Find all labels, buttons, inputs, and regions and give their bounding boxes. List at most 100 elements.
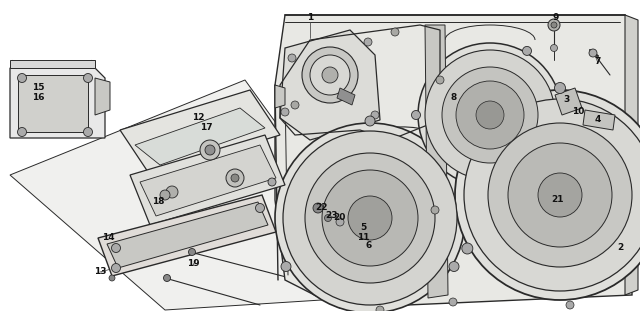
Circle shape xyxy=(538,173,582,217)
Circle shape xyxy=(365,116,375,126)
Circle shape xyxy=(163,275,170,281)
Text: 1: 1 xyxy=(307,13,313,22)
Text: 15: 15 xyxy=(32,83,44,92)
Polygon shape xyxy=(555,88,582,115)
Text: 13: 13 xyxy=(93,267,106,276)
Text: 6: 6 xyxy=(366,240,372,249)
Polygon shape xyxy=(275,85,285,108)
Circle shape xyxy=(109,275,115,281)
Circle shape xyxy=(17,73,26,82)
Text: 9: 9 xyxy=(553,13,559,22)
Circle shape xyxy=(288,54,296,62)
Circle shape xyxy=(364,244,371,252)
Circle shape xyxy=(200,140,220,160)
Circle shape xyxy=(550,44,557,52)
Circle shape xyxy=(554,82,566,94)
Circle shape xyxy=(476,101,504,129)
Text: 19: 19 xyxy=(187,258,199,267)
Circle shape xyxy=(522,174,531,183)
Circle shape xyxy=(371,111,379,119)
Circle shape xyxy=(310,55,350,95)
Circle shape xyxy=(391,28,399,36)
Polygon shape xyxy=(135,108,265,165)
Circle shape xyxy=(17,128,26,137)
Circle shape xyxy=(442,67,538,163)
Circle shape xyxy=(464,99,640,291)
Circle shape xyxy=(189,248,195,256)
Circle shape xyxy=(313,203,323,213)
Circle shape xyxy=(566,301,574,309)
Circle shape xyxy=(418,43,562,187)
Polygon shape xyxy=(425,25,448,298)
Polygon shape xyxy=(95,78,110,115)
Text: 23: 23 xyxy=(324,211,337,220)
Circle shape xyxy=(166,186,178,198)
Circle shape xyxy=(226,169,244,187)
Circle shape xyxy=(431,206,439,214)
Text: 14: 14 xyxy=(102,234,115,243)
Circle shape xyxy=(412,110,420,119)
Circle shape xyxy=(111,263,120,272)
Circle shape xyxy=(275,123,465,311)
Circle shape xyxy=(281,108,289,116)
Polygon shape xyxy=(140,145,276,216)
Circle shape xyxy=(551,22,557,28)
Text: 21: 21 xyxy=(552,196,564,205)
Text: 17: 17 xyxy=(200,123,212,132)
Circle shape xyxy=(376,306,384,311)
Text: 18: 18 xyxy=(152,197,164,207)
Circle shape xyxy=(205,145,215,155)
Circle shape xyxy=(336,218,344,226)
Circle shape xyxy=(425,50,555,180)
Text: 22: 22 xyxy=(316,202,328,211)
Circle shape xyxy=(364,38,372,46)
Circle shape xyxy=(449,298,457,306)
Text: 4: 4 xyxy=(595,115,601,124)
Text: 16: 16 xyxy=(32,94,44,103)
Circle shape xyxy=(455,90,640,300)
Circle shape xyxy=(508,143,612,247)
Circle shape xyxy=(268,178,276,186)
Circle shape xyxy=(488,123,632,267)
Text: 7: 7 xyxy=(595,58,601,67)
Circle shape xyxy=(281,262,291,272)
Polygon shape xyxy=(625,15,638,295)
Text: 20: 20 xyxy=(333,213,345,222)
Polygon shape xyxy=(337,88,355,105)
Polygon shape xyxy=(275,15,632,308)
Polygon shape xyxy=(10,80,400,310)
Polygon shape xyxy=(10,60,95,68)
Circle shape xyxy=(348,196,392,240)
Polygon shape xyxy=(130,135,285,225)
Circle shape xyxy=(302,47,358,103)
Circle shape xyxy=(111,244,120,253)
Text: 8: 8 xyxy=(451,92,457,101)
Text: 3: 3 xyxy=(564,95,570,104)
Text: 11: 11 xyxy=(356,233,369,242)
Polygon shape xyxy=(107,202,268,268)
Text: 12: 12 xyxy=(192,114,204,123)
Circle shape xyxy=(462,243,473,254)
Circle shape xyxy=(83,128,93,137)
Circle shape xyxy=(522,46,531,55)
Circle shape xyxy=(589,49,597,57)
Circle shape xyxy=(283,131,457,305)
Circle shape xyxy=(456,81,524,149)
Polygon shape xyxy=(120,90,280,175)
Circle shape xyxy=(160,190,170,200)
Circle shape xyxy=(322,67,338,83)
Circle shape xyxy=(449,262,459,272)
Polygon shape xyxy=(98,195,276,276)
Circle shape xyxy=(356,224,364,232)
Circle shape xyxy=(322,170,418,266)
Text: 10: 10 xyxy=(572,108,584,117)
Polygon shape xyxy=(280,30,380,140)
Circle shape xyxy=(231,174,239,182)
Circle shape xyxy=(436,76,444,84)
Polygon shape xyxy=(583,110,615,130)
Text: 5: 5 xyxy=(360,224,366,233)
Circle shape xyxy=(255,203,264,212)
Circle shape xyxy=(291,101,299,109)
Polygon shape xyxy=(18,75,88,132)
Text: 2: 2 xyxy=(617,244,623,253)
